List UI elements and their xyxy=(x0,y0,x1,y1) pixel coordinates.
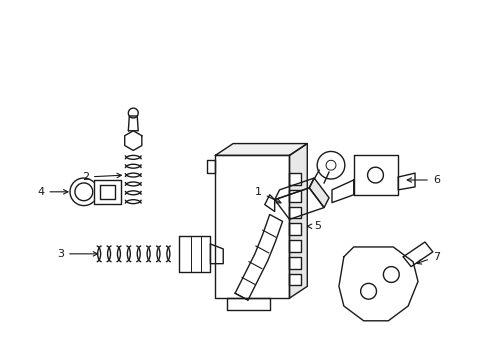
Text: 3: 3 xyxy=(57,249,98,259)
Polygon shape xyxy=(215,156,289,298)
Text: 2: 2 xyxy=(81,172,121,182)
Polygon shape xyxy=(124,131,142,150)
Polygon shape xyxy=(338,247,417,321)
Polygon shape xyxy=(207,160,215,173)
Polygon shape xyxy=(274,178,314,200)
Text: 6: 6 xyxy=(407,175,439,185)
Polygon shape xyxy=(210,244,223,264)
Polygon shape xyxy=(331,180,353,203)
Polygon shape xyxy=(289,257,301,269)
Polygon shape xyxy=(289,240,301,252)
Polygon shape xyxy=(289,144,306,298)
Polygon shape xyxy=(353,156,397,195)
Polygon shape xyxy=(289,190,301,202)
Polygon shape xyxy=(274,188,324,219)
Polygon shape xyxy=(289,173,301,185)
Polygon shape xyxy=(94,180,121,204)
Polygon shape xyxy=(397,173,414,190)
Polygon shape xyxy=(289,223,301,235)
Polygon shape xyxy=(215,144,306,156)
Polygon shape xyxy=(289,274,301,285)
Polygon shape xyxy=(402,242,432,267)
Text: 4: 4 xyxy=(37,187,68,197)
Polygon shape xyxy=(179,236,210,271)
Text: 1: 1 xyxy=(254,187,281,203)
Text: 5: 5 xyxy=(307,221,321,231)
Text: 7: 7 xyxy=(416,252,439,264)
Polygon shape xyxy=(235,215,282,300)
Polygon shape xyxy=(289,207,301,219)
Polygon shape xyxy=(128,116,138,131)
Polygon shape xyxy=(308,178,328,208)
